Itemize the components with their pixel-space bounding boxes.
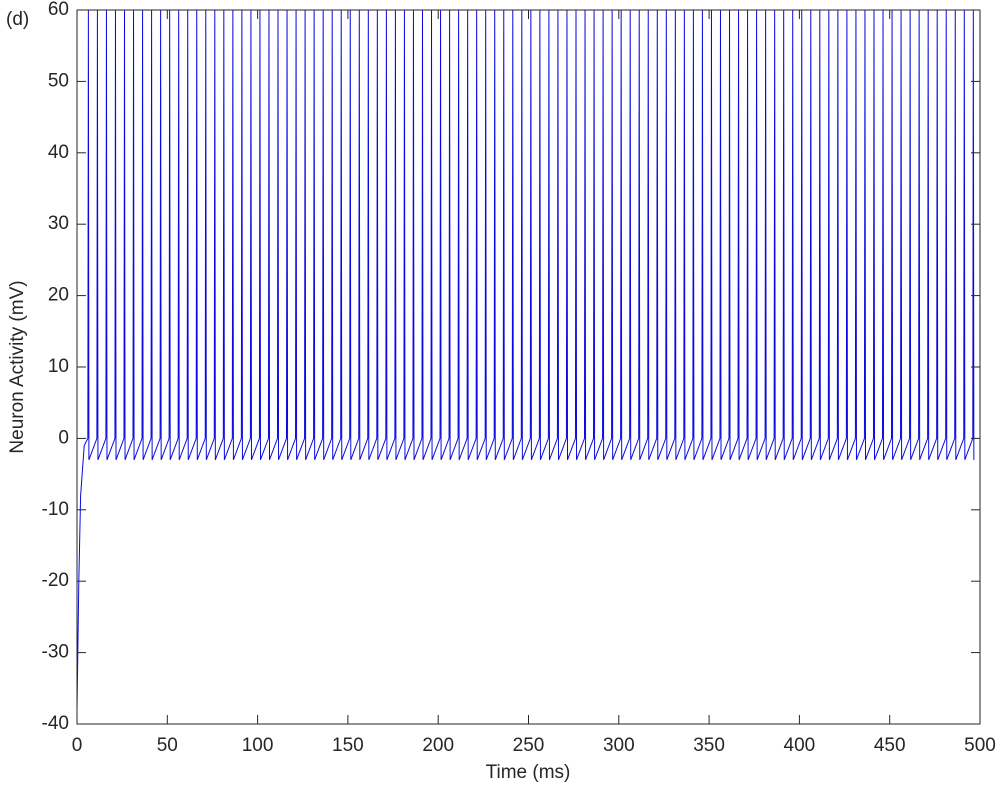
- data-line: [76, 9, 975, 710]
- y-tick-label: -10: [42, 499, 69, 520]
- y-tick-label: 0: [58, 427, 69, 448]
- y-tick-label: -30: [42, 642, 69, 663]
- y-tick-label: 20: [48, 285, 69, 306]
- x-tick-label: 150: [332, 735, 364, 756]
- x-axis-label: Time (ms): [486, 762, 571, 783]
- x-tick-label: 300: [603, 735, 635, 756]
- x-tick-label: 200: [422, 735, 454, 756]
- y-axis-label: Neuron Activity (mV): [7, 280, 28, 453]
- x-tick-label: 400: [784, 735, 816, 756]
- plot-frame: [76, 9, 981, 725]
- y-tick-label: 40: [48, 142, 69, 163]
- x-tick-label: 350: [693, 735, 725, 756]
- y-tick-label: 30: [48, 213, 69, 234]
- x-tick-label: 50: [157, 735, 178, 756]
- x-tick-label: 100: [242, 735, 274, 756]
- x-tick-label: 0: [72, 735, 83, 756]
- y-tick-label: 60: [48, 0, 69, 20]
- x-tick-label: 250: [513, 735, 545, 756]
- y-tick-label: -40: [42, 713, 69, 734]
- y-tick-label: 10: [48, 356, 69, 377]
- y-tick-label: 50: [48, 70, 69, 91]
- x-tick-label: 450: [874, 735, 906, 756]
- x-tick-label: 500: [964, 735, 996, 756]
- panel-label: (d): [6, 9, 29, 30]
- y-tick-label: -20: [42, 570, 69, 591]
